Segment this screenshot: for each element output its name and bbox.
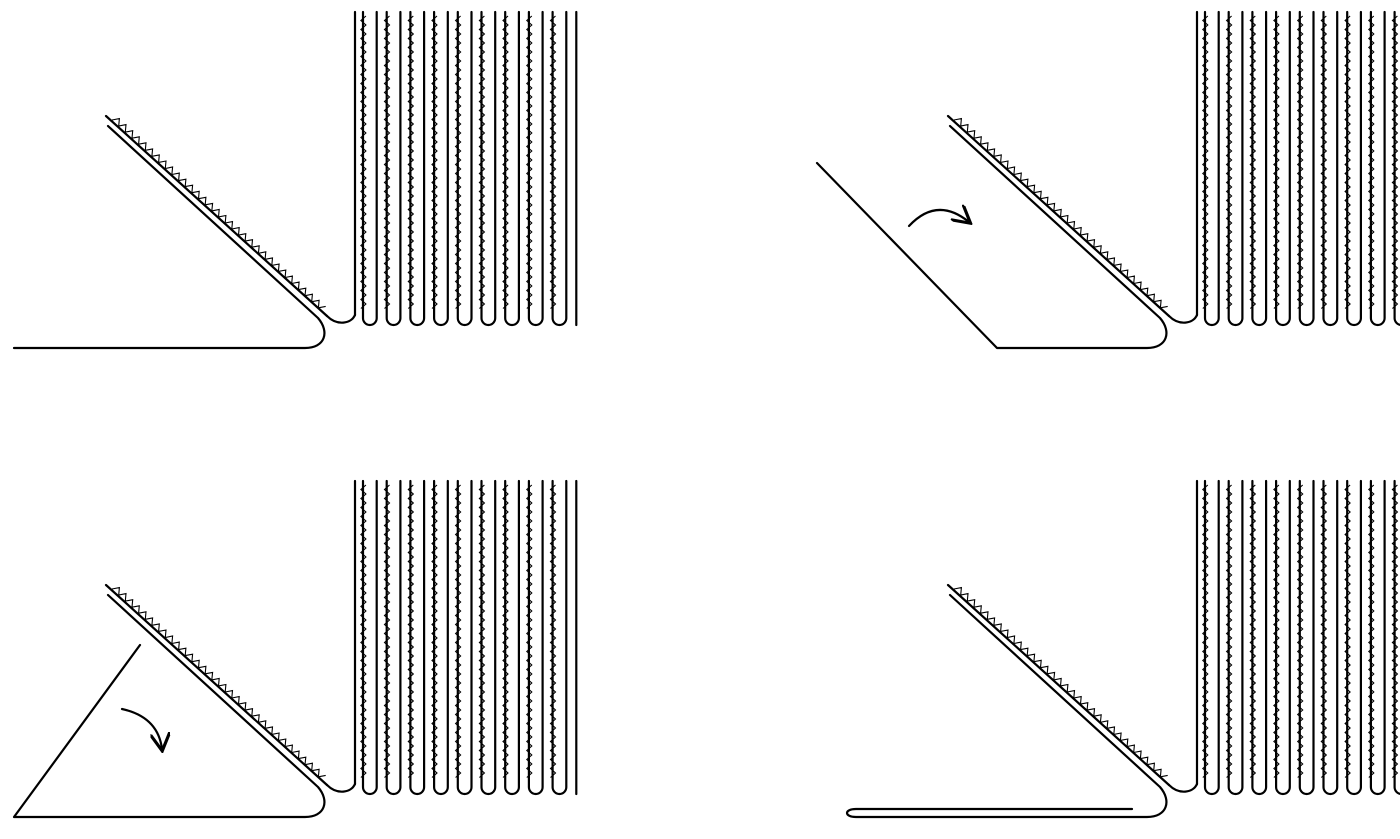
pleat-stitch bbox=[1273, 484, 1280, 778]
panel-step-2 bbox=[815, 10, 1400, 350]
pleat-stitch bbox=[1296, 15, 1304, 309]
flap-bottom-layer bbox=[12, 124, 326, 350]
pleat-fold bbox=[1393, 10, 1400, 326]
pleat-fold bbox=[1227, 10, 1244, 327]
pleat-stitch bbox=[478, 15, 486, 309]
pleat-fold bbox=[409, 479, 426, 796]
flap-band-stitch bbox=[111, 117, 326, 309]
pleat-fold bbox=[456, 479, 473, 796]
panel-step-3 bbox=[12, 479, 578, 819]
pleat-fold bbox=[1251, 10, 1268, 327]
pleat-stitch bbox=[1367, 484, 1375, 778]
pleat-fold bbox=[433, 10, 449, 327]
pleat-stitch bbox=[1249, 15, 1257, 309]
pleat-stitch bbox=[549, 15, 557, 309]
pleat-stitch bbox=[431, 484, 438, 778]
pleat-stitch bbox=[1249, 484, 1257, 778]
pleat-fold bbox=[1346, 479, 1362, 796]
pleat-fold bbox=[527, 479, 544, 796]
pleat-fold bbox=[504, 10, 520, 327]
pleat-fold bbox=[1369, 10, 1386, 327]
pleat-fold bbox=[1203, 479, 1220, 796]
pleat-fold bbox=[1322, 479, 1339, 796]
pleat-fold bbox=[456, 10, 473, 327]
pleat-fold bbox=[1298, 479, 1315, 796]
flap-junction bbox=[1167, 313, 1199, 324]
pleat-fold bbox=[409, 10, 426, 327]
pleat-fold bbox=[433, 479, 449, 796]
pleat-stitch bbox=[360, 15, 367, 309]
pleat-stitch bbox=[1344, 484, 1351, 778]
pleat-fold bbox=[1203, 10, 1220, 327]
pleat-stitch bbox=[1225, 15, 1233, 309]
pleat-stitch bbox=[502, 15, 509, 309]
flap-junction bbox=[1167, 782, 1199, 793]
pleat-fold bbox=[480, 479, 497, 796]
flap-band-edge bbox=[104, 114, 329, 318]
pleat-fold bbox=[361, 10, 378, 327]
flap-junction bbox=[325, 313, 357, 324]
panel-step-4 bbox=[845, 479, 1400, 819]
pleat-fold bbox=[1251, 479, 1268, 796]
pleat-stitch bbox=[1273, 15, 1280, 309]
pleat-fold bbox=[1298, 10, 1315, 327]
curved-arrow-down-icon bbox=[120, 707, 162, 749]
flap-band-edge bbox=[946, 114, 1171, 318]
flap-band-stitch bbox=[953, 117, 1168, 309]
pleat-fold bbox=[1393, 479, 1400, 795]
flap-lifted-layer bbox=[815, 124, 1168, 350]
pleat-stitch bbox=[1367, 15, 1375, 309]
pleat-stitch bbox=[1391, 15, 1399, 309]
pleat-fold bbox=[1275, 10, 1291, 327]
pleat-fold bbox=[1227, 479, 1244, 796]
pleat-stitch bbox=[1320, 484, 1328, 778]
pleat-stitch bbox=[431, 15, 438, 309]
pleat-fold bbox=[1369, 479, 1386, 796]
pleat-stitch bbox=[454, 15, 462, 309]
flap-band-edge bbox=[946, 583, 1171, 787]
pleat-stitch bbox=[1344, 15, 1351, 309]
pleat-stitch bbox=[1201, 15, 1209, 309]
pleat-stitch bbox=[454, 484, 462, 778]
pleat-fold bbox=[527, 10, 544, 327]
pleat-fold bbox=[1346, 10, 1362, 327]
pleat-fold bbox=[1275, 479, 1291, 796]
flap-band-edge bbox=[104, 583, 329, 787]
pleat-fold bbox=[1322, 10, 1339, 327]
flap-junction bbox=[325, 782, 357, 793]
pleat-stitch bbox=[1296, 484, 1304, 778]
pleat-fold bbox=[551, 479, 568, 796]
pleat-fold bbox=[385, 479, 402, 796]
flap-band-stitch bbox=[953, 586, 1168, 778]
pleat-stitch bbox=[407, 484, 415, 778]
flap-folded-layer bbox=[845, 593, 1168, 819]
flap-band-stitch bbox=[111, 586, 326, 778]
pleat-fold bbox=[551, 10, 568, 327]
pleat-stitch bbox=[549, 484, 557, 778]
curved-arrow-right-icon bbox=[907, 210, 969, 228]
pleat-stitch bbox=[407, 15, 415, 309]
pleat-fold bbox=[480, 10, 497, 327]
pleat-stitch bbox=[502, 484, 509, 778]
pleat-stitch bbox=[1201, 484, 1209, 778]
pleat-stitch bbox=[383, 484, 391, 778]
pleat-stitch bbox=[478, 484, 486, 778]
pleat-stitch bbox=[1320, 15, 1328, 309]
pleat-stitch bbox=[383, 15, 391, 309]
pleat-stitch bbox=[360, 484, 367, 778]
pleat-fold bbox=[385, 10, 402, 327]
flap-triangle-layer bbox=[12, 593, 326, 819]
panel-step-1 bbox=[12, 10, 578, 350]
pleat-stitch bbox=[1391, 484, 1399, 778]
pleat-stitch bbox=[525, 484, 533, 778]
pleat-fold bbox=[361, 479, 378, 796]
pleat-stitch bbox=[525, 15, 533, 309]
pleat-fold bbox=[504, 479, 520, 796]
pleat-stitch bbox=[1225, 484, 1233, 778]
